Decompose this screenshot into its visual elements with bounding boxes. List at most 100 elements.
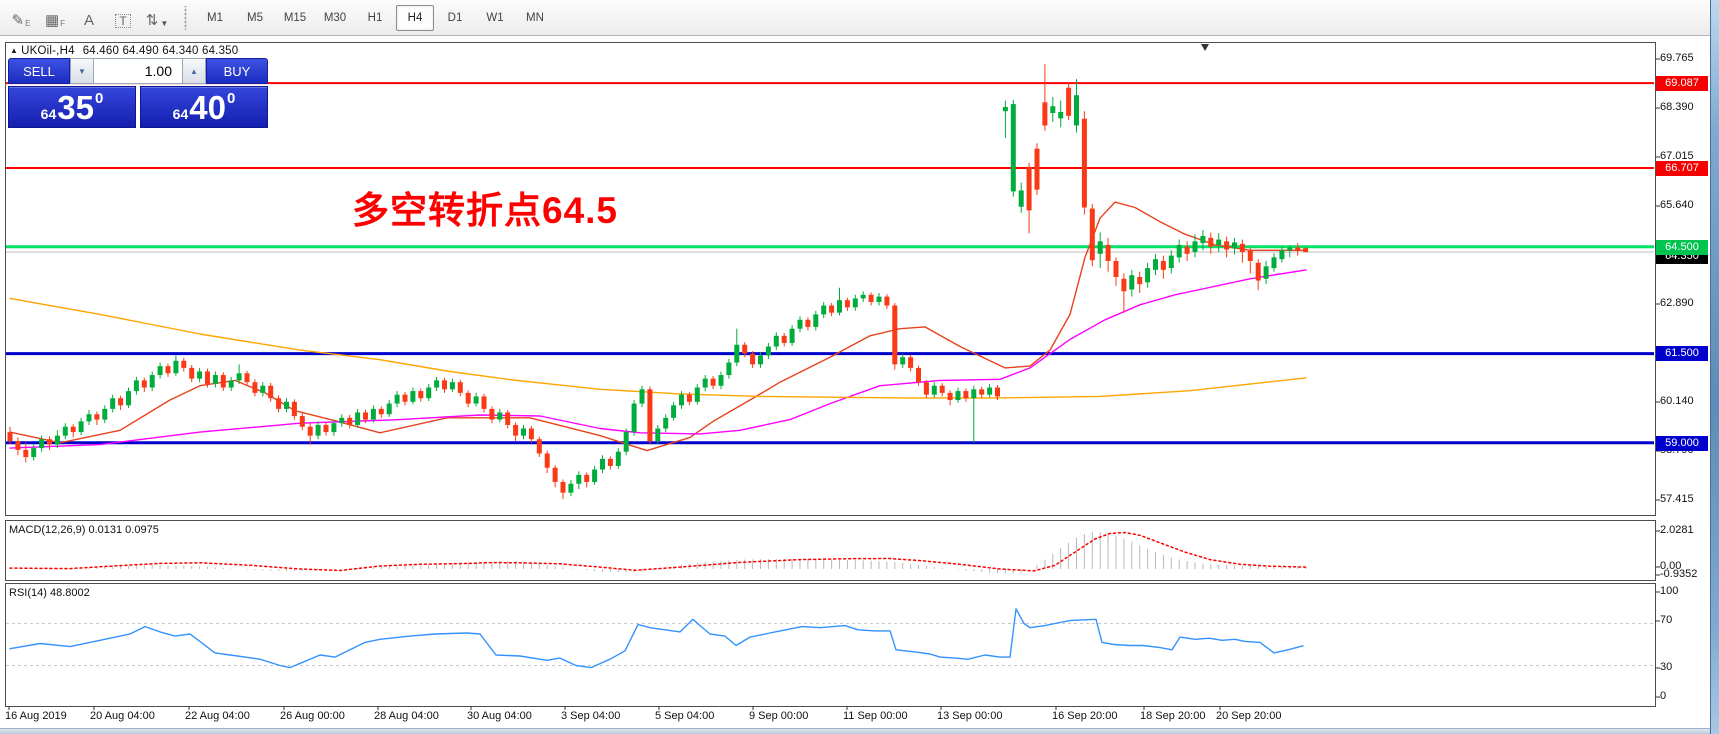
candle-body — [62, 426, 68, 436]
time-axis-label: 16 Sep 20:00 — [1052, 710, 1118, 722]
rsi-label: RSI(14) 48.8002 — [9, 587, 90, 599]
timeframe-button-h4[interactable]: H4 — [396, 4, 434, 31]
time-axis-label: 18 Sep 20:00 — [1140, 710, 1206, 722]
candle-body — [205, 371, 210, 384]
timeframe-button-m5[interactable]: M5 — [247, 11, 263, 24]
sell-price-button[interactable]: 64 35 0 — [8, 86, 136, 128]
candle-body — [852, 298, 858, 308]
rsi-panel[interactable] — [5, 583, 1656, 707]
pencil-draw-icon[interactable]: ✎ E — [11, 11, 31, 29]
sell-button[interactable]: SELL — [8, 58, 70, 84]
candle-body — [639, 389, 645, 404]
candle-body — [671, 405, 677, 418]
candle-body — [94, 414, 100, 420]
candle-body — [434, 380, 440, 388]
candle-body — [1010, 104, 1016, 192]
candle-body — [489, 408, 495, 420]
sell-price-point: 0 — [94, 90, 104, 107]
fibonacci-grid-icon[interactable]: ▦ F — [44, 11, 66, 29]
candle-body — [23, 449, 29, 458]
candle-body — [323, 424, 329, 433]
time-axis-label: 20 Aug 04:00 — [90, 710, 155, 722]
candle-body — [1002, 106, 1008, 112]
arrows-tool-icon[interactable]: ⇅ ▼ — [145, 11, 169, 29]
candle-body — [726, 362, 732, 376]
candle-body — [1121, 278, 1127, 292]
rsi-axis-label: 30 — [1660, 661, 1673, 673]
text-box-icon[interactable]: T — [108, 5, 138, 31]
timeframe-button-h1[interactable]: H1 — [367, 11, 383, 24]
candle-body — [829, 305, 835, 313]
candle-body — [876, 296, 882, 302]
price-axis-label: 65.640 — [1660, 199, 1694, 211]
chart-shift-marker-icon[interactable] — [1201, 44, 1209, 51]
timeframe-button-w1[interactable]: W1 — [486, 11, 504, 24]
candle-body — [1295, 247, 1301, 251]
candle-body — [331, 423, 337, 433]
candle-body — [1018, 190, 1024, 207]
timeframe-button-m1[interactable]: M1 — [207, 11, 223, 24]
volume-input[interactable]: 1.00 — [94, 58, 182, 84]
candle-body — [1255, 262, 1261, 281]
candle-body — [1153, 259, 1158, 270]
candle-body — [315, 424, 321, 436]
top-toolbar: ✎ E ▦ F A T ⇅ ▼ M1 M5 M15 M30 H1 H4 D1 W1 MN — [0, 0, 1719, 36]
main-panel[interactable] — [5, 42, 1656, 516]
price-badge-69.087: 69.087 — [1656, 75, 1708, 91]
candle-body — [236, 373, 242, 381]
candle-body — [386, 403, 392, 415]
buy-price-button[interactable]: 64 40 0 — [140, 86, 268, 128]
candle-body — [758, 355, 763, 365]
drawing-tools-group: ✎ E ▦ F A T ⇅ ▼ — [6, 5, 176, 31]
text-label-icon[interactable]: A — [83, 11, 94, 29]
candle-body — [1263, 266, 1269, 279]
timeframe-button-m30[interactable]: M30 — [323, 11, 347, 24]
candle-body — [963, 391, 969, 399]
macd-axis-label: -0.9352 — [1660, 568, 1698, 580]
candle-body — [955, 391, 961, 400]
candle-body — [513, 424, 519, 436]
timeframe-button-m15[interactable]: M15 — [283, 11, 307, 24]
candle-body — [141, 380, 147, 388]
rsi-axis-label: 100 — [1660, 585, 1679, 597]
time-axis-label: 26 Aug 00:00 — [280, 710, 345, 722]
candle-body — [1279, 250, 1285, 260]
candle-body — [1081, 118, 1087, 208]
candle-body — [110, 398, 116, 409]
candle-body — [1247, 250, 1253, 261]
candle-body — [837, 300, 842, 313]
time-axis-label: 30 Aug 04:00 — [467, 710, 532, 722]
candle-body — [1160, 260, 1166, 270]
candle-body — [418, 391, 424, 399]
toolbar-grip[interactable] — [182, 5, 189, 30]
candle-body — [228, 380, 234, 388]
candle-body — [805, 319, 811, 327]
volume-increase-button[interactable]: ▲ — [182, 58, 206, 84]
volume-decrease-button[interactable]: ▼ — [70, 58, 94, 84]
candle-body — [1066, 87, 1072, 116]
candle-body — [347, 417, 353, 425]
window-right-border[interactable] — [1710, 0, 1719, 734]
timeframe-button-d1[interactable]: D1 — [447, 11, 463, 24]
timeframe-button-mn[interactable]: MN — [526, 11, 544, 24]
candle-body — [742, 344, 748, 354]
candle-body — [931, 385, 937, 395]
candle-body — [560, 481, 566, 493]
candle-body — [718, 375, 724, 386]
candle-body — [750, 353, 756, 365]
macd-panel[interactable] — [5, 520, 1656, 581]
candle-body — [544, 453, 550, 468]
candle-body — [370, 408, 376, 420]
candle-body — [1050, 106, 1056, 114]
time-axis-label: 13 Sep 00:00 — [937, 710, 1003, 722]
candle-body — [1200, 236, 1206, 244]
candle-body — [78, 421, 84, 433]
candle-body — [1097, 241, 1103, 254]
candle-body — [1216, 239, 1222, 245]
window-bottom-border — [0, 728, 1719, 734]
candle-body — [916, 367, 921, 383]
collapse-arrow-icon[interactable]: ▲ — [10, 46, 19, 55]
buy-button[interactable]: BUY — [206, 58, 268, 84]
candle-body — [173, 360, 179, 374]
